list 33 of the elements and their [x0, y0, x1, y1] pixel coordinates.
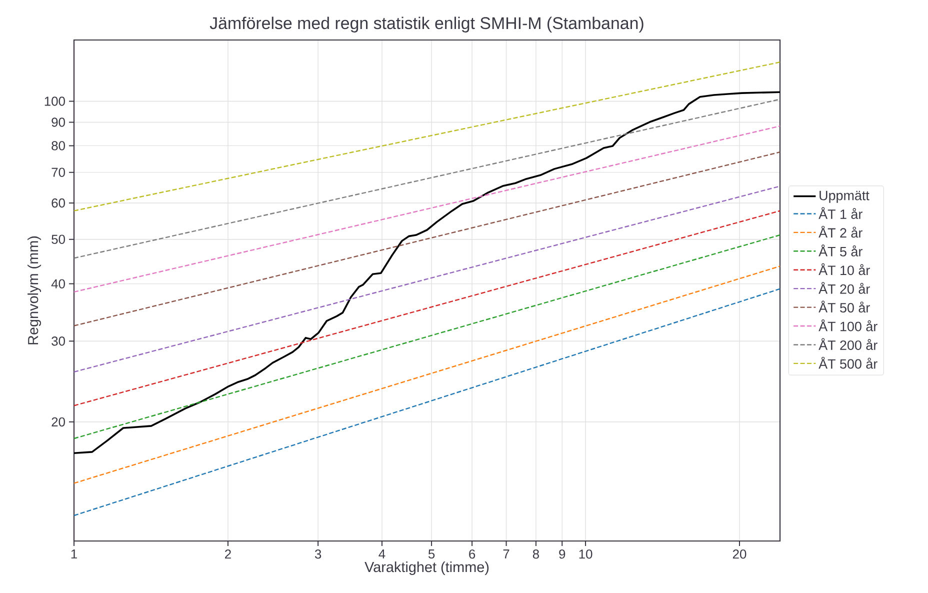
legend-label: ÅT 200 år	[818, 338, 878, 350]
legend-label: Uppmätt	[820, 190, 870, 203]
x-tick-label: 9	[559, 550, 566, 559]
x-tick-label: 6	[469, 550, 476, 559]
legend-label: ÅT 100 år	[818, 319, 878, 332]
y-tick-label: 100	[44, 96, 65, 106]
y-tick-label: 60	[52, 198, 65, 208]
x-tick-label: 3	[314, 550, 322, 559]
chart-title: Jämförelse med regn statistik enligt SMHI-M (Stambanan)	[210, 16, 644, 32]
y-tick-label: 70	[52, 168, 65, 177]
legend-label: ÅT 500 år	[818, 356, 878, 369]
x-tick-label: 1	[71, 550, 77, 558]
x-tick-label: 4	[378, 550, 386, 558]
legend-label: ÅT 50 år	[818, 300, 870, 313]
y-tick-label: 40	[51, 279, 65, 288]
y-tick-label: 50	[52, 234, 65, 244]
x-axis-title: Varaktighet (timme)	[364, 562, 489, 575]
legend-label: ÅT 10 år	[818, 263, 870, 276]
x-tick-label: 10	[579, 550, 592, 559]
y-tick-label: 30	[52, 336, 65, 346]
legend-label: ÅT 5 år	[818, 244, 862, 256]
x-tick-label: 20	[732, 550, 746, 559]
y-tick-label: 20	[52, 417, 65, 426]
y-tick-label: 80	[52, 141, 65, 150]
x-tick-label: 2	[225, 550, 231, 559]
x-tick-label: 7	[503, 550, 510, 558]
x-tick-label: 5	[428, 550, 435, 559]
legend-label: ÅT 20 år	[818, 282, 870, 294]
legend-label: ÅT 1 år	[818, 207, 862, 219]
legend-label: ÅT 2 år	[818, 226, 862, 238]
x-tick-label: 8	[532, 550, 539, 559]
y-tick-label: 90	[52, 118, 65, 127]
y-axis-title: Regnvolym (mm)	[28, 236, 42, 344]
